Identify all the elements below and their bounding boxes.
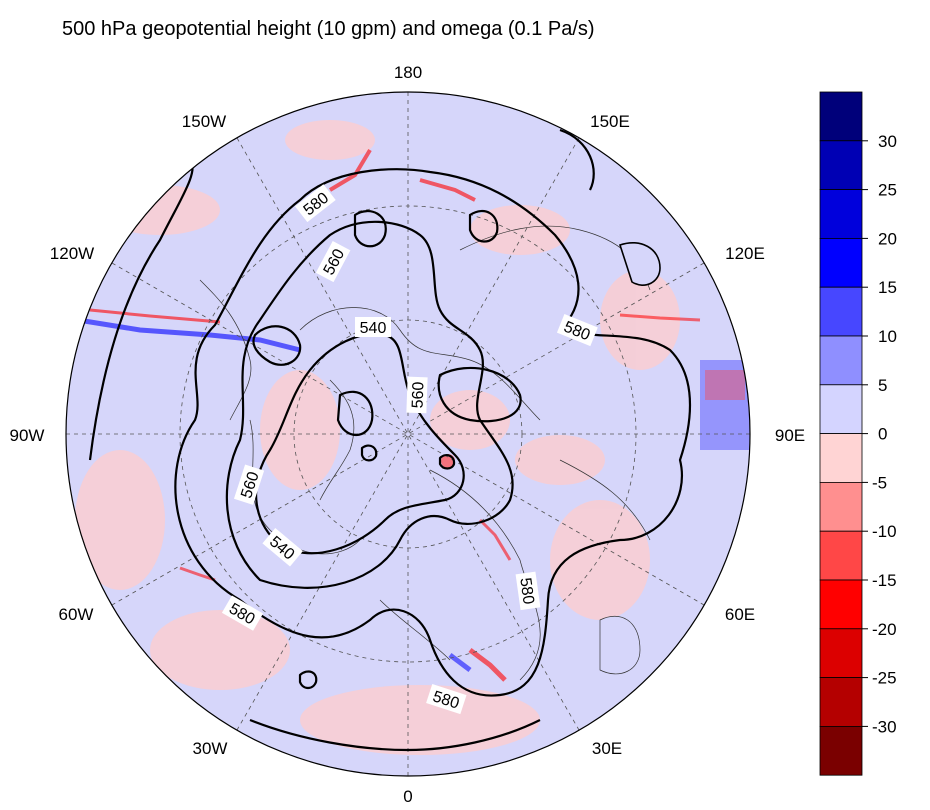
lon-label-90w: 90W <box>10 426 45 445</box>
svg-text:540: 540 <box>360 320 387 337</box>
colorbar-tick-label: 10 <box>878 327 897 346</box>
colorbar-bin <box>819 481 863 532</box>
colorbar-bin <box>819 91 863 142</box>
lon-label-0: 0 <box>403 787 412 806</box>
longitude-labels: 180 150E 120E 90E 60E 30E 0 30W 60W 90W … <box>10 63 806 806</box>
colorbar-tick-label: -15 <box>872 571 897 590</box>
colorbar-bin <box>819 384 863 434</box>
lon-label-60e: 60E <box>725 605 755 624</box>
colorbar-tick-label: -20 <box>872 620 897 639</box>
colorbar-bin <box>819 628 863 678</box>
colorbar-tick-label: 5 <box>878 376 887 395</box>
lon-label-150w: 150W <box>182 112 226 131</box>
lon-label-180: 180 <box>394 63 422 82</box>
contour-label: 540 <box>355 317 391 337</box>
colorbar-bin <box>819 286 863 337</box>
colorbar-bin <box>819 677 863 727</box>
colorbar-bin <box>819 433 863 483</box>
colorbar-tick-label: 20 <box>878 229 897 248</box>
lon-label-120w: 120W <box>50 244 94 263</box>
lon-label-60w: 60W <box>59 605 94 624</box>
lon-label-150e: 150E <box>590 112 630 131</box>
lon-label-120e: 120E <box>725 244 765 263</box>
colorbar-bin <box>819 237 863 288</box>
colorbar-tick-label: -30 <box>872 717 897 736</box>
colorbar-bin <box>819 140 863 191</box>
lon-label-30e: 30E <box>592 739 622 758</box>
contour-label: 580 <box>515 571 541 611</box>
colorbar-bin <box>819 530 863 581</box>
colorbar-bin <box>819 579 863 630</box>
colorbar-bin <box>819 189 863 239</box>
contour-labels: 580 560 540 560 580 560 540 580 <box>221 184 598 715</box>
coastlines <box>199 225 661 681</box>
lon-label-30w: 30W <box>193 739 228 758</box>
lon-label-90e: 90E <box>775 426 805 445</box>
svg-text:560: 560 <box>410 381 428 408</box>
colorbar-tick-label: -10 <box>872 522 897 541</box>
colorbar-bin <box>819 335 863 386</box>
contour-label: 560 <box>406 376 428 414</box>
colorbar-tick-label: 15 <box>878 278 897 297</box>
colorbar-tick-label: 30 <box>878 132 897 151</box>
colorbar-tick-label: -5 <box>872 473 887 492</box>
colorbar-tick-label: 25 <box>878 181 897 200</box>
map-title: 500 hPa geopotential height (10 gpm) and… <box>62 18 595 40</box>
svg-text:580: 580 <box>516 577 537 606</box>
colorbar-bin <box>819 726 863 776</box>
colorbar: 30 25 20 15 10 5 0 -5 -10 -15 -20 -25 -30 <box>819 91 897 776</box>
colorbar-tick-label: 0 <box>878 425 887 444</box>
colorbar-tick-label: -25 <box>872 669 897 688</box>
map-border <box>65 91 751 777</box>
